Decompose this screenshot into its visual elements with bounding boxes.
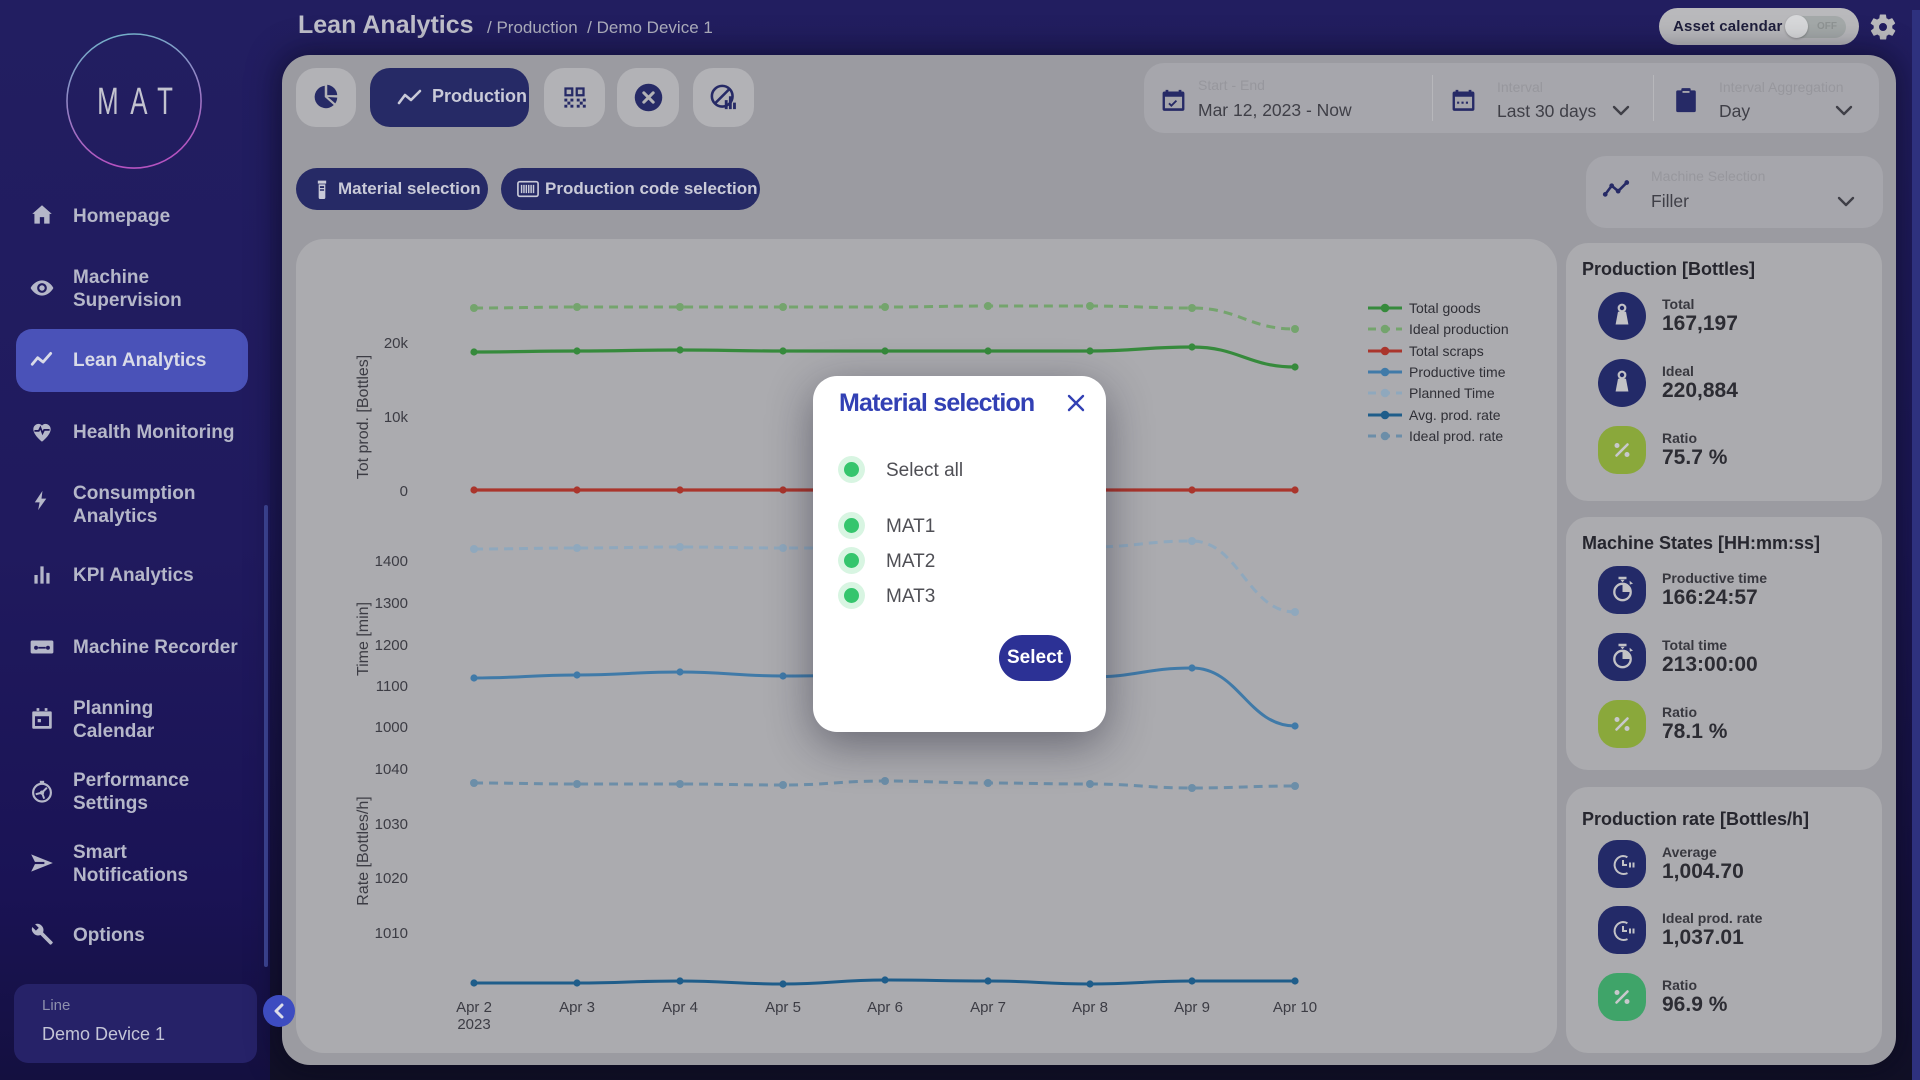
- svg-text:10k: 10k: [384, 409, 409, 426]
- svg-text:Apr 2: Apr 2: [456, 999, 492, 1016]
- svg-text:Apr 4: Apr 4: [662, 999, 698, 1016]
- svg-text:1020: 1020: [375, 870, 408, 887]
- svg-text:Ideal production: Ideal production: [1409, 321, 1509, 337]
- svg-text:1010: 1010: [375, 925, 408, 942]
- svg-text:1400: 1400: [375, 553, 408, 570]
- svg-text:Total scraps: Total scraps: [1409, 343, 1484, 359]
- svg-text:1300: 1300: [375, 595, 408, 612]
- svg-text:Rate [Bottles/h]: Rate [Bottles/h]: [355, 796, 372, 905]
- svg-text:2023: 2023: [457, 1016, 490, 1033]
- svg-text:Apr 10: Apr 10: [1273, 999, 1317, 1016]
- svg-text:Total goods: Total goods: [1409, 300, 1481, 316]
- svg-text:Apr 7: Apr 7: [970, 999, 1006, 1016]
- svg-text:0: 0: [400, 483, 408, 500]
- svg-text:1000: 1000: [375, 719, 408, 736]
- svg-text:Tot prod. [Bottles]: Tot prod. [Bottles]: [355, 355, 372, 480]
- svg-text:1040: 1040: [375, 761, 408, 778]
- svg-text:Apr 5: Apr 5: [765, 999, 801, 1016]
- svg-text:Apr 8: Apr 8: [1072, 999, 1108, 1016]
- svg-text:Apr 9: Apr 9: [1174, 999, 1210, 1016]
- svg-text:Apr 6: Apr 6: [867, 999, 903, 1016]
- svg-text:1200: 1200: [375, 637, 408, 654]
- svg-text:1100: 1100: [376, 678, 408, 695]
- svg-text:Planned Time: Planned Time: [1409, 385, 1495, 401]
- svg-text:20k: 20k: [384, 335, 409, 352]
- svg-text:Avg. prod. rate: Avg. prod. rate: [1409, 407, 1501, 423]
- svg-text:Time [min]: Time [min]: [355, 602, 372, 676]
- svg-text:1030: 1030: [375, 816, 408, 833]
- svg-text:Ideal prod. rate: Ideal prod. rate: [1409, 428, 1503, 444]
- svg-text:Productive time: Productive time: [1409, 364, 1506, 380]
- svg-text:Apr 3: Apr 3: [559, 999, 595, 1016]
